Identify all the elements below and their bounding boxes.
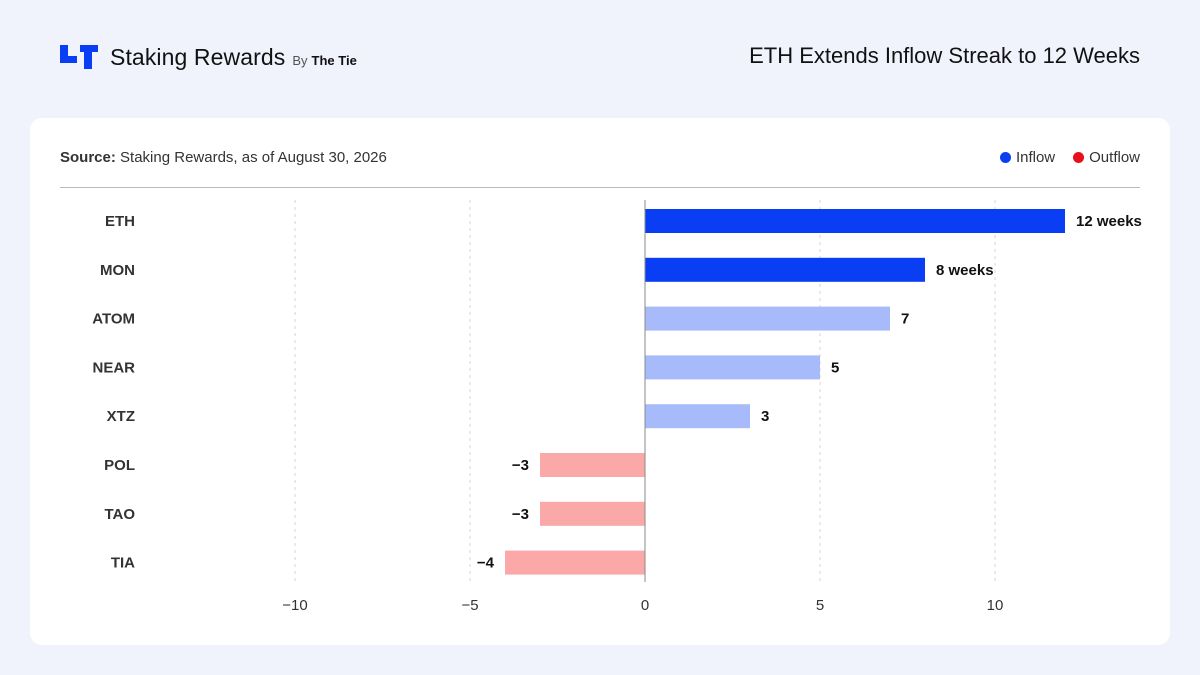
legend-dot-inflow — [999, 152, 1011, 163]
category-label-mon: MON — [100, 262, 135, 279]
category-label-xtz: XTZ — [107, 408, 135, 425]
category-label-tia: TIA — [111, 555, 135, 572]
legend-dot-outflow — [1073, 152, 1085, 163]
data-label-eth: 12 weeks — [1076, 213, 1142, 230]
data-label-atom: 7 — [901, 311, 909, 328]
category-label-eth: ETH — [105, 213, 135, 230]
staking-rewards-logo-icon — [60, 44, 98, 69]
category-label-tao: TAO — [104, 506, 135, 523]
category-label-near: NEAR — [92, 359, 135, 376]
x-tick-label-1: −5 — [461, 597, 478, 614]
bar-eth — [645, 209, 1065, 233]
data-label-tia: −4 — [477, 555, 495, 572]
data-label-mon: 8 weeks — [936, 262, 994, 279]
header-divider — [60, 187, 1140, 188]
bar-mon — [645, 257, 925, 282]
category-label-atom: ATOM — [92, 311, 135, 328]
brand-by-text: By — [292, 52, 308, 68]
category-label-pol: POL — [104, 457, 135, 474]
bar-pol — [540, 453, 645, 477]
bar-atom — [645, 306, 890, 331]
data-label-xtz: 3 — [761, 408, 769, 425]
data-label-tao: −3 — [512, 506, 529, 523]
x-tick-label-2: 0 — [641, 597, 649, 614]
legend-item-outflow: Outflow — [1073, 149, 1140, 166]
bar-near — [645, 355, 820, 380]
source-note: Source: Staking Rewards, as of August 30… — [60, 149, 387, 166]
brand-partner-name: The Tie — [311, 52, 357, 68]
source-text: Staking Rewards, as of August 30, 2026 — [120, 149, 387, 166]
x-tick-label-0: −10 — [282, 597, 307, 614]
brand-logo[interactable]: Staking Rewards By The Tie — [60, 44, 357, 71]
logo-block-1 — [60, 44, 68, 63]
bar-xtz — [645, 404, 750, 429]
legend-label-inflow: Inflow — [1015, 149, 1056, 166]
logo-block-2 — [60, 55, 77, 63]
x-tick-label-3: 5 — [816, 597, 824, 614]
header: Staking Rewards By The Tie ETH Extends I… — [0, 0, 1200, 110]
bar-tao — [540, 501, 645, 526]
legend-label-outflow: Outflow — [1089, 149, 1140, 166]
chart-legend: Inflow Outflow — [982, 149, 1140, 166]
source-label: Source: — [60, 149, 116, 166]
bar-tia — [505, 550, 645, 575]
x-tick-label-4: 10 — [987, 597, 1004, 614]
page-title: ETH Extends Inflow Streak to 12 Weeks — [749, 43, 1140, 68]
data-label-pol: −3 — [512, 457, 529, 474]
logo-block-4 — [84, 44, 92, 69]
brand-name: Staking Rewards — [110, 44, 286, 70]
data-label-near: 5 — [831, 359, 839, 376]
legend-item-inflow: Inflow — [999, 149, 1056, 166]
chart-card: Source: Staking Rewards, as of August 30… — [30, 118, 1170, 645]
bar-chart: ETH 12 weeks MON 8 weeks ATOM 7 NEAR 5 XTZ 3 POL −3… — [92, 200, 1142, 614]
